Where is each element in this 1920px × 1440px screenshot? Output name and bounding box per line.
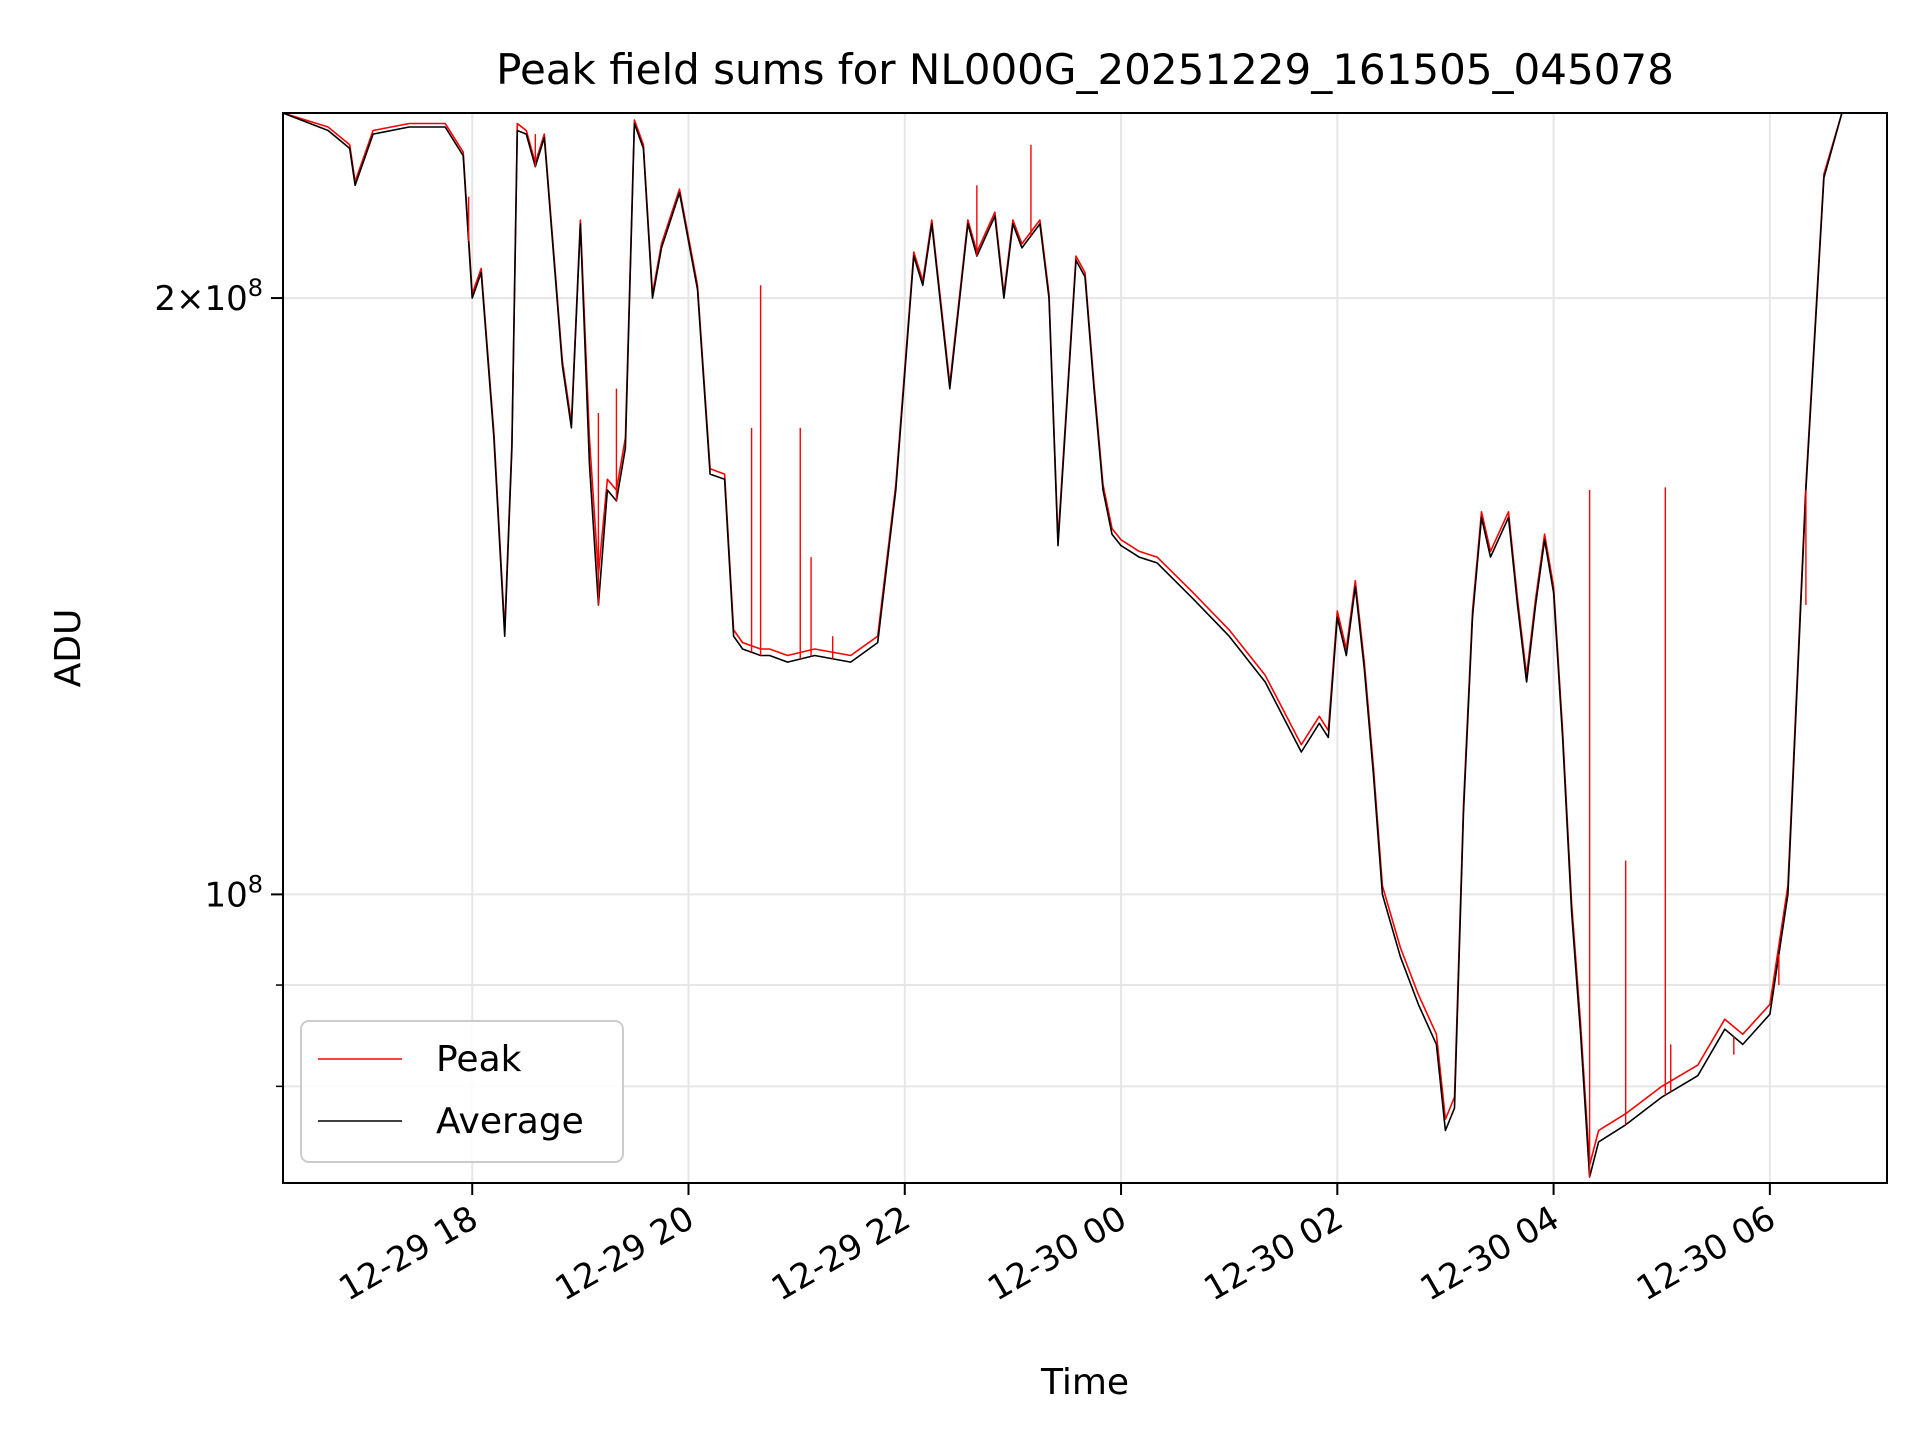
x-axis-label: Time (1040, 1362, 1129, 1403)
y-tick-label: 108 (204, 870, 263, 915)
legend-box (300, 1020, 624, 1163)
chart-title: Peak field sums for NL000G_20251229_1615… (496, 45, 1674, 94)
plot-frame (282, 112, 1888, 1184)
y-axis-label: ADU (48, 609, 89, 688)
legend: Peak Average (300, 1020, 624, 1163)
legend-peak-label: Peak (436, 1039, 522, 1080)
legend-average-label: Average (436, 1101, 584, 1142)
y-tick-label: 2×108 (154, 274, 263, 319)
series-line-average (283, 113, 1887, 1178)
grid (283, 113, 1887, 1183)
y-axis-ticks: 2×108 108 (154, 274, 283, 1088)
series-layer (283, 113, 1887, 1178)
